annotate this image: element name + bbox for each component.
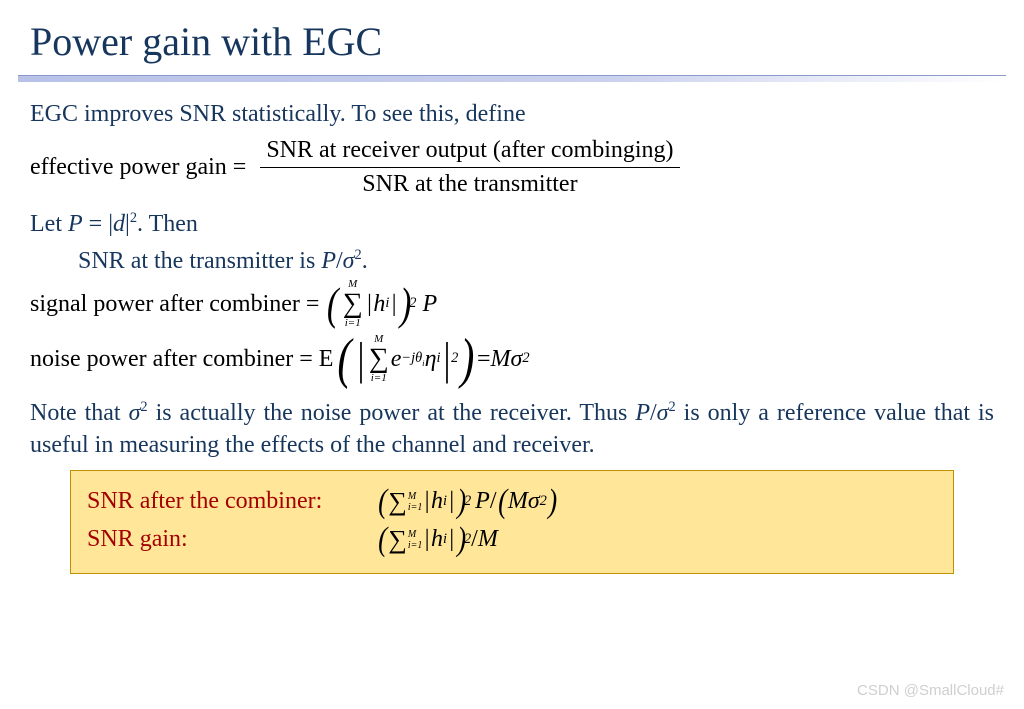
snr-tx-slash: / <box>336 248 343 274</box>
row2-math: ( ∑ Mi=1 |hi| )2 / M <box>377 523 498 557</box>
noise-M: M <box>491 343 511 375</box>
intro-text: EGC improves SNR statistically. To see t… <box>30 98 994 130</box>
sum-icon: M ∑ i=1 <box>343 279 363 329</box>
epg-label: effective power gain = <box>30 151 246 183</box>
r1-h: h <box>431 488 443 515</box>
noise-power-line: noise power after combiner = E ( | M ∑ i… <box>30 331 994 387</box>
r1-sum-lower: i=1 <box>408 502 423 513</box>
note-sigma2: σ <box>657 400 669 426</box>
sum-icon: ∑ Mi=1 <box>388 489 422 515</box>
noise-eta: η <box>425 343 437 375</box>
noise-sigma-sq: 2 <box>522 349 529 368</box>
epg-denominator: SNR at the transmitter <box>356 168 583 200</box>
noise-label: noise power after combiner = E <box>30 343 333 375</box>
r1-M: M <box>508 488 528 515</box>
watermark: CSDN @SmallCloud# <box>857 682 1004 699</box>
noise-sigma: σ <box>511 343 523 375</box>
r2-div: / <box>471 526 478 553</box>
let-pre: Let <box>30 211 68 237</box>
r2-sum-upper: M <box>408 529 423 540</box>
r1-sum-upper: M <box>408 491 423 502</box>
r1-div: / <box>490 488 497 515</box>
epg-fraction: SNR at receiver output (after combinging… <box>260 134 679 200</box>
r1-P: P <box>475 488 490 515</box>
let-line: Let P = |d|2. Then <box>30 208 994 240</box>
row1-math: ( ∑ Mi=1 |hi| )2 P / (Mσ2) <box>377 485 558 519</box>
noise-eq: = <box>477 343 491 375</box>
signal-label: signal power after combiner = <box>30 288 319 320</box>
effective-power-gain: effective power gain = SNR at receiver o… <box>30 134 994 200</box>
noise-eta-sub: i <box>436 349 440 368</box>
snr-gain-row: SNR gain: ( ∑ Mi=1 |hi| )2 / M <box>87 523 937 557</box>
r2-h: h <box>431 526 443 553</box>
noise-formula: ( | M ∑ i=1 e−jθi ηi |2 ) = Mσ2 <box>335 331 529 387</box>
snr-after-row: SNR after the combiner: ( ∑ Mi=1 |hi| )2… <box>87 485 937 519</box>
let-then: . Then <box>137 211 198 237</box>
snr-tx-P: P <box>321 248 336 274</box>
snr-tx-sq: 2 <box>355 247 362 263</box>
let-P: P <box>68 211 83 237</box>
noise-sq: 2 <box>451 349 458 368</box>
let-eq: = | <box>83 211 113 237</box>
let-d: d <box>113 211 125 237</box>
note-sq2: 2 <box>669 399 676 415</box>
note-P: P <box>635 400 650 426</box>
signal-formula: ( M ∑ i=1 |hi| )2 P <box>325 279 437 329</box>
note-a: Note that <box>30 400 129 426</box>
row2-label: SNR gain: <box>87 526 377 553</box>
epg-numerator: SNR at receiver output (after combinging… <box>260 134 679 167</box>
signal-power-line: signal power after combiner = ( M ∑ i=1 … <box>30 279 994 329</box>
note-b: is actually the noise power at the recei… <box>148 400 636 426</box>
signal-h: h <box>373 288 385 320</box>
snr-tx-line: SNR at the transmitter is P/σ2. <box>78 245 994 277</box>
note-sq: 2 <box>140 399 147 415</box>
r1-sigma-sq: 2 <box>540 493 547 510</box>
signal-P: P <box>422 288 437 320</box>
r1-sigma: σ <box>528 488 540 515</box>
sum-icon: ∑ Mi=1 <box>388 527 422 553</box>
snr-tx-sigma: σ <box>343 248 355 274</box>
divider <box>18 75 1006 82</box>
r2-sum-lower: i=1 <box>408 540 423 551</box>
snr-tx-dot: . <box>362 248 368 274</box>
let-sq: 2 <box>130 210 137 226</box>
slide: Power gain with EGC EGC improves SNR sta… <box>0 0 1024 574</box>
note-text: Note that σ2 is actually the noise power… <box>30 397 994 462</box>
noise-e: e <box>391 343 402 375</box>
noise-sum-lower: i=1 <box>371 373 387 384</box>
page-title: Power gain with EGC <box>30 18 994 65</box>
row1-label: SNR after the combiner: <box>87 488 377 515</box>
note-sigma: σ <box>129 400 141 426</box>
noise-exp-pre: −j <box>401 350 415 366</box>
sum-icon: M ∑ i=1 <box>369 334 389 384</box>
highlight-box: SNR after the combiner: ( ∑ Mi=1 |hi| )2… <box>70 470 954 574</box>
snr-tx-pre: SNR at the transmitter is <box>78 248 321 274</box>
r2-M: M <box>478 526 498 553</box>
note-slash: / <box>650 400 657 426</box>
